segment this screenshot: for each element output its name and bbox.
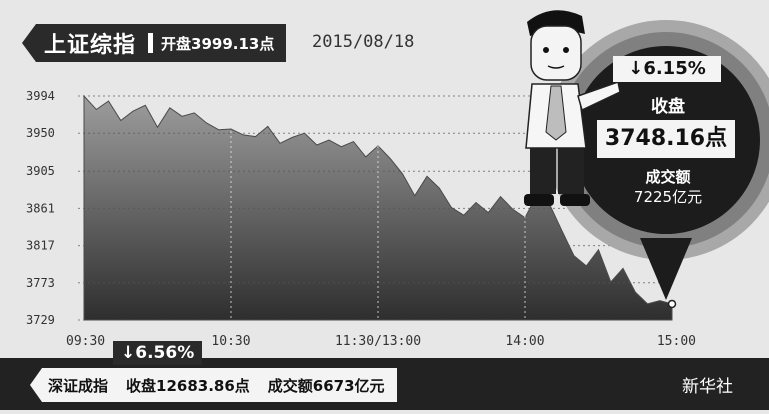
- y-tick-label: 3861: [26, 201, 55, 215]
- cartoon-analyst-figure: [524, 10, 621, 206]
- volume-label: 成交额: [645, 168, 691, 186]
- shenzhen-volume: 成交额6673亿元: [267, 376, 385, 395]
- figure-leg-right: [558, 148, 584, 194]
- title-banner: 上证综指 开盘3999.13点: [22, 24, 287, 62]
- title-separator: [148, 33, 154, 53]
- figure-shoe-right: [560, 194, 590, 206]
- trade-date: 2015/08/18: [312, 32, 415, 52]
- x-tick-label: 10:30: [211, 334, 250, 349]
- x-tick-label: 09:30: [66, 334, 105, 349]
- figure-eye-right: [563, 47, 569, 53]
- y-tick-label: 3905: [26, 164, 55, 178]
- figure-eye-left: [543, 47, 549, 53]
- shenzhen-index-name: 深证成指: [48, 376, 109, 395]
- shenzhen-close: 收盘12683.86点: [126, 376, 250, 395]
- shenzhen-arrow-shape: [30, 368, 42, 402]
- shenzhen-change-badge: ↓6.56%: [113, 341, 203, 365]
- index-name: 上证综指: [44, 33, 137, 58]
- title-box: 上证综指 开盘3999.13点: [36, 24, 287, 62]
- x-tick-label: 14:00: [505, 334, 544, 349]
- figure-pointing-arm: [577, 81, 621, 112]
- close-point-marker: [667, 299, 677, 309]
- figure-leg-left: [530, 148, 556, 194]
- figure-shoe-left: [524, 194, 554, 206]
- y-tick-label: 3773: [26, 276, 55, 290]
- bubble-pointer: [640, 238, 692, 300]
- x-tick-label: 11:30/13:00: [335, 334, 421, 349]
- y-tick-label: 3817: [26, 239, 55, 253]
- title-arrow-shape: [22, 24, 36, 62]
- figure-head: [530, 25, 582, 81]
- figure-tie: [545, 85, 567, 141]
- publisher-credit: 新华社: [682, 377, 733, 397]
- close-value: 3748.16点: [597, 120, 735, 158]
- close-label: 收盘: [651, 97, 685, 117]
- y-tick-label: 3994: [26, 89, 55, 103]
- shenzhen-box: 深证成指 收盘12683.86点 成交额6673亿元: [42, 368, 397, 402]
- open-price: 开盘3999.13点: [161, 34, 275, 53]
- y-tick-label: 3729: [26, 313, 55, 327]
- x-tick-label: 15:00: [657, 334, 696, 349]
- close-change-badge: ↓6.15%: [613, 56, 721, 82]
- y-tick-label: 3950: [26, 126, 55, 140]
- figure-mouth: [547, 65, 565, 69]
- volume-value: 7225亿元: [633, 188, 703, 206]
- shenzhen-banner: 深证成指 收盘12683.86点 成交额6673亿元: [30, 368, 397, 402]
